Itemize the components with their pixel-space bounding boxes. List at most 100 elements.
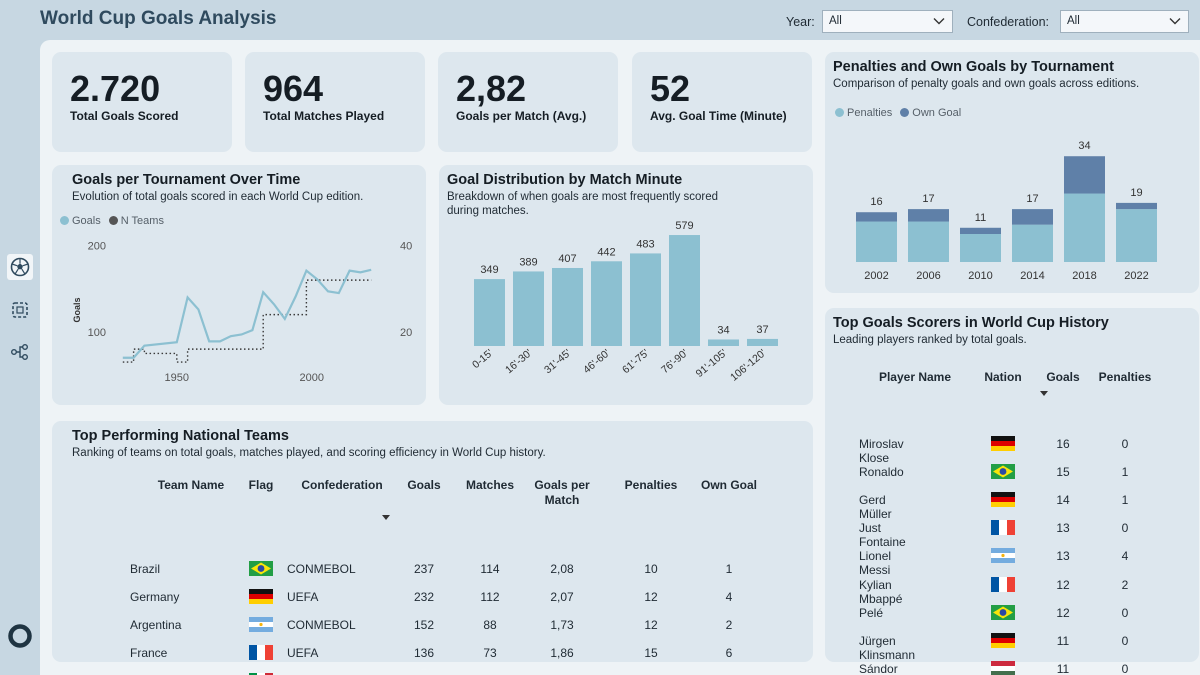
germany-flag-icon (991, 632, 1015, 648)
x-tick-label: 106'-120' (728, 347, 768, 384)
cell-penalties: 4 (1121, 549, 1129, 564)
cell-penalties: 0 (1121, 437, 1129, 451)
y-tick-label-right: 40 (400, 241, 412, 253)
confederation-dropdown[interactable]: All (1060, 10, 1189, 33)
x-tick-label: 76'-90' (659, 347, 690, 376)
column-header-confederation[interactable]: Confederation (301, 478, 383, 492)
x-tick-label: 2006 (916, 270, 940, 282)
dashboard-canvas: 2.720 Total Goals Scored 964 Total Match… (40, 40, 1200, 675)
cell-player: Just Fontaine (859, 521, 906, 550)
x-tick-label: 31'-45' (542, 347, 573, 376)
cell-confederation: CONMEBOL (287, 562, 356, 576)
column-header-matches[interactable]: Matches (465, 478, 515, 492)
cell-confederation: CONMEBOL (287, 618, 356, 632)
chart-title: Goal Distribution by Match Minute (447, 172, 683, 188)
kpi-value: 2,82 (456, 68, 527, 109)
legend-item-n-teams: N Teams (108, 215, 164, 227)
data-label: 442 (597, 246, 615, 258)
column-header-line: Match (544, 493, 580, 507)
cell-player: Kylian Mbappé (859, 577, 903, 606)
legend-item-penalties: Penalties (835, 107, 892, 119)
column-header-player[interactable]: Player Name (878, 370, 952, 384)
data-label: 407 (558, 253, 576, 265)
cell-goals: 15 (1056, 465, 1070, 480)
year-dropdown[interactable]: All (822, 10, 953, 33)
table-subtitle: Leading players ranked by total goals. (833, 334, 1027, 346)
confederation-filter-label: Confederation: (967, 15, 1050, 29)
x-tick-label: 16'-30' (503, 347, 534, 376)
bar (669, 235, 700, 346)
soccer-ball-icon[interactable] (7, 254, 33, 280)
data-label: 34 (717, 324, 729, 336)
table-title: Top Performing National Teams (72, 428, 289, 444)
cell-goals-per-match: 2,08 (550, 562, 574, 576)
data-label: 17 (922, 193, 934, 205)
cell-player: Gerd Müller (859, 493, 892, 522)
penalties-card: Penalties and Own Goals by Tournament Co… (825, 52, 1199, 293)
x-tick-label: 2022 (1124, 270, 1148, 282)
bar-own-goal (856, 212, 897, 222)
cell-confederation: UEFA (287, 646, 319, 660)
column-header-goals[interactable]: Goals (407, 478, 441, 492)
minute-bar-chart: 349 0-15' 389 16'-30' 407 31'-45' 442 46'-60' 48… (470, 220, 778, 384)
y-axis-title-right: N Teams (424, 287, 426, 324)
column-header-team[interactable]: Team Name (157, 478, 225, 492)
cell-penalties: 1 (1121, 493, 1129, 508)
column-header-goals-per-match[interactable]: Goals per Match (522, 478, 602, 508)
chevron-down-icon (932, 14, 946, 31)
y-tick-label-left: 200 (88, 241, 106, 253)
cell-goals: 152 (413, 618, 435, 632)
dashed-frame-icon[interactable] (7, 297, 33, 323)
data-label: 19 (1130, 187, 1142, 199)
bar-penalties (1012, 224, 1053, 262)
sidebar (0, 40, 40, 675)
column-header-penalties[interactable]: Penalties (624, 478, 678, 492)
x-tick-label: 1950 (165, 372, 189, 384)
sort-descending-icon[interactable] (381, 508, 391, 526)
column-header-own-goal[interactable]: Own Goal (700, 478, 757, 492)
kpi-label: Total Matches Played (263, 109, 385, 123)
cell-player: Sándor Kocsis (859, 661, 898, 675)
data-label: 579 (675, 220, 693, 232)
cell-goals: 16 (1056, 437, 1070, 451)
brazil-flag-icon (991, 464, 1015, 480)
network-icon[interactable] (7, 339, 33, 365)
column-header-goals[interactable]: Goals (1046, 370, 1080, 384)
cell-goals: 12 (1056, 577, 1070, 592)
cell-own-goal: 6 (725, 646, 733, 660)
data-label: 17 (1026, 193, 1038, 205)
cell-matches: 73 (483, 646, 497, 660)
kpi-card-total-matches: 964 Total Matches Played (245, 52, 425, 152)
france-flag-icon (991, 576, 1015, 592)
bar (708, 339, 739, 346)
hungary-flag-icon (991, 660, 1015, 675)
kpi-value: 964 (263, 68, 324, 109)
x-tick-label: 0-15' (470, 347, 495, 371)
bar (513, 271, 544, 346)
cell-goals-per-match: 1,86 (550, 646, 574, 660)
chart-subtitle-line: during matches. (447, 205, 529, 217)
brazil-flag-icon (249, 561, 273, 576)
sort-descending-icon[interactable] (1039, 384, 1049, 402)
cell-penalties: 15 (644, 646, 658, 660)
germany-flag-icon (991, 492, 1015, 508)
cell-player: Pelé (859, 605, 884, 620)
brazil-flag-icon (991, 604, 1015, 620)
y-axis-title-left: Goals (72, 297, 82, 322)
kpi-label: Total Goals Scored (70, 109, 179, 123)
bar-penalties (856, 221, 897, 262)
column-header-nation[interactable]: Nation (984, 370, 1022, 384)
bar (552, 267, 583, 346)
bar-own-goal (1064, 156, 1105, 194)
bar (630, 253, 661, 346)
argentina-flag-icon (991, 548, 1015, 564)
cell-goals-per-match: 2,07 (550, 590, 574, 604)
column-header-flag[interactable]: Flag (248, 478, 274, 492)
table-title: Top Goals Scorers in World Cup History (833, 315, 1109, 331)
cell-own-goal: 2 (725, 618, 733, 632)
ring-logo-icon (7, 623, 33, 654)
legend-item-own-goal: Own Goal (900, 107, 961, 119)
column-header-penalties[interactable]: Penalties (1098, 370, 1152, 384)
germany-flag-icon (249, 589, 273, 604)
cell-player: Jürgen Klinsmann (859, 633, 916, 662)
